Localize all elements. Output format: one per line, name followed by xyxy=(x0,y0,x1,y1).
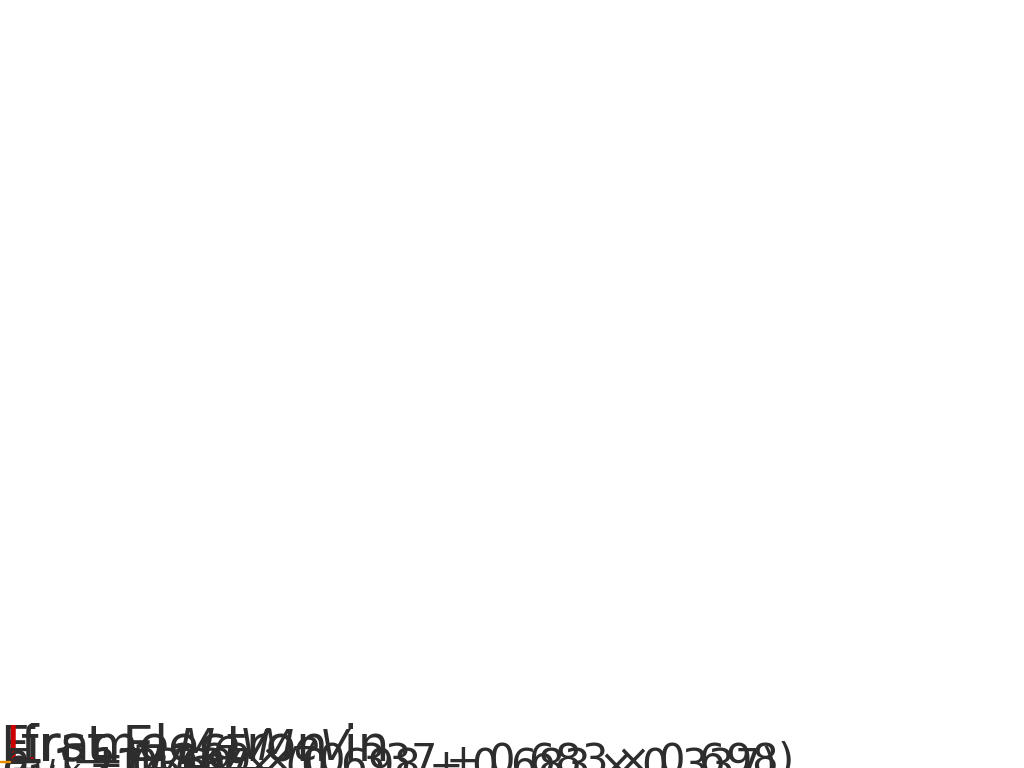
Text: L: L xyxy=(5,723,33,768)
Text: First Electron in: First Electron in xyxy=(1,723,404,768)
Text: $E_{1L} = 1.369 \times (0.698 + 0.683 \times 0.337)$: $E_{1L} = 1.369 \times (0.698 + 0.683 \t… xyxy=(1,744,775,768)
Text: $p_{1Lx} = 1.369 \times (0.337 + 0.683 \times 0.698)$: $p_{1Lx} = 1.369 \times (0.337 + 0.683 \… xyxy=(1,740,793,768)
Text: $p_{1Ly} = 0.337\,\dfrac{\mathit{MeV}}{\mathit{c}}$: $p_{1Ly} = 0.337\,\dfrac{\mathit{MeV}}{\… xyxy=(1,728,351,768)
Text: frame: frame xyxy=(5,723,169,768)
Text: $= 1.114\,\dfrac{\mathit{MeV}}{\mathit{c}}$: $= 1.114\,\dfrac{\mathit{MeV}}{\mathit{c… xyxy=(1,727,272,768)
Text: $= 1.27\,\mathit{MeV}$: $= 1.27\,\mathit{MeV}$ xyxy=(1,746,244,768)
